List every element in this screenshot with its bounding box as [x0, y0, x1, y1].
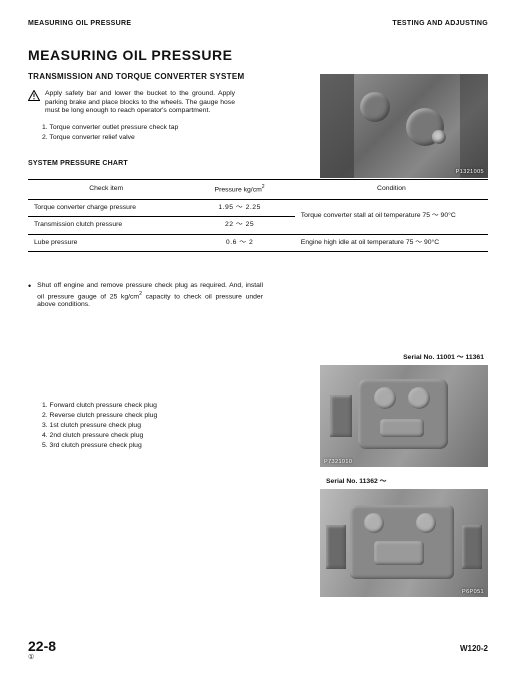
cell-pressure: 0.6 ～ 2	[184, 234, 294, 251]
figure-transmission-1: P7321010	[320, 365, 488, 467]
bullet-icon: •	[28, 282, 31, 310]
cell-condition: Engine high idle at oil temperature 75 ～…	[295, 234, 488, 251]
instruction-bullet: • Shut off engine and remove pressure ch…	[28, 282, 263, 310]
pressure-chart: Check item Pressure kg/cm2 Condition Tor…	[28, 179, 488, 252]
cell-item: Torque converter charge pressure	[28, 199, 184, 216]
page-number: 22-8	[28, 638, 56, 654]
cell-condition: Torque converter stall at oil temperatur…	[295, 199, 488, 234]
col-check-item: Check item	[28, 179, 184, 199]
figure-caption: P6P051	[462, 589, 484, 596]
page-title: MEASURING OIL PRESSURE	[28, 47, 488, 65]
page-number-block: 22-8 ①	[28, 638, 56, 663]
figure-caption: P7321010	[324, 459, 352, 466]
cell-item: Lube pressure	[28, 234, 184, 251]
figure-transmission-2: P6P051	[320, 489, 488, 597]
cell-pressure: 1.95 ～ 2.25	[184, 199, 294, 216]
cell-pressure: 22 ～ 25	[184, 217, 294, 234]
revision-circle: ①	[28, 654, 56, 663]
col-condition: Condition	[295, 179, 488, 199]
caution-text: Apply safety bar and lower the bucket to…	[45, 90, 235, 115]
model-number: W120-2	[460, 644, 488, 654]
serial-label-1: Serial No. 11001 ～ 11361	[320, 354, 488, 362]
serial-label-2: Serial No. 11362 ～	[320, 478, 488, 486]
header-right: TESTING AND ADJUSTING	[392, 20, 488, 29]
figure-torque-converter: P1321005	[320, 74, 488, 178]
figure-caption: P1321005	[456, 169, 484, 176]
cell-item: Transmission clutch pressure	[28, 217, 184, 234]
col-pressure: Pressure kg/cm2	[184, 179, 294, 199]
caution-icon	[28, 90, 40, 101]
header-left: MEASURING OIL PRESSURE	[28, 20, 131, 29]
